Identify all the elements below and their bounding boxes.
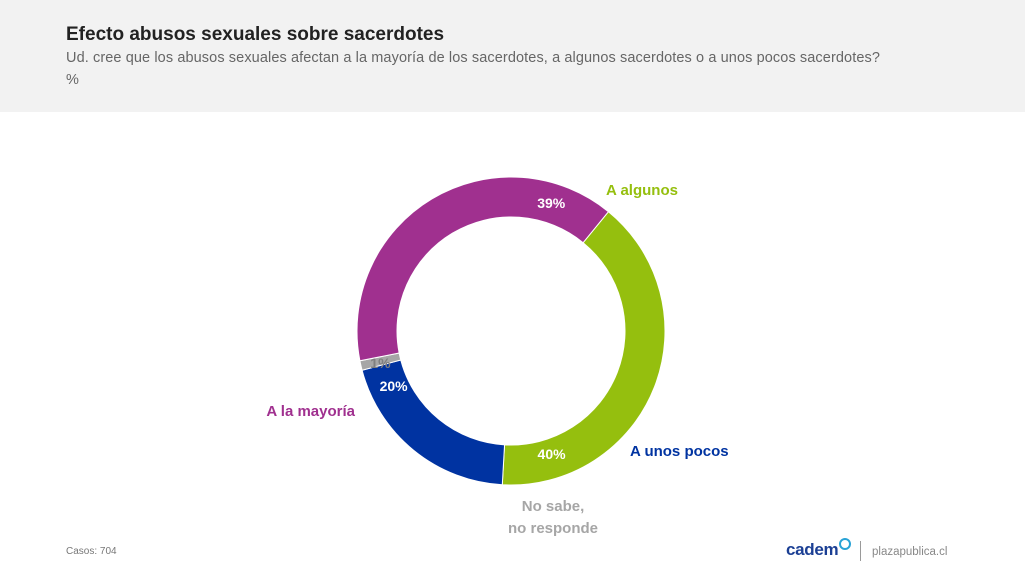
chart-subtitle: Ud. cree que los abusos sexuales afectan… [66,50,881,66]
category-label-a-unos-pocos: A unos pocos [630,443,729,460]
category-label-a-algunos: A algunos [606,182,678,199]
data-label-a-algunos: 40% [538,446,567,462]
donut-slice-a-la-mayoria [356,176,610,362]
header-band: Efecto abusos sexuales sobre sacerdotes … [0,0,1025,112]
data-label-a-la-mayoria: 39% [537,195,566,211]
brand-logo: cadem [786,540,839,559]
cases-count: Casos: 704 [66,546,117,557]
data-label-a-unos-pocos: 20% [380,378,409,394]
category-label-a-la-mayoria: A la mayoría [266,403,355,420]
website-link[interactable]: plazapublica.cl [872,546,948,558]
data-label-no-sabe-no-responde: 1% [370,355,391,371]
chart-unit: % [66,72,79,88]
chart-title: Efecto abusos sexuales sobre sacerdotes [66,24,445,45]
donut-slice-a-algunos [501,211,666,486]
footer-divider [860,541,861,561]
brand-logo-dot-icon [839,538,851,550]
category-label-no-sabe-no-responde: No sabe, no responde [508,498,598,537]
